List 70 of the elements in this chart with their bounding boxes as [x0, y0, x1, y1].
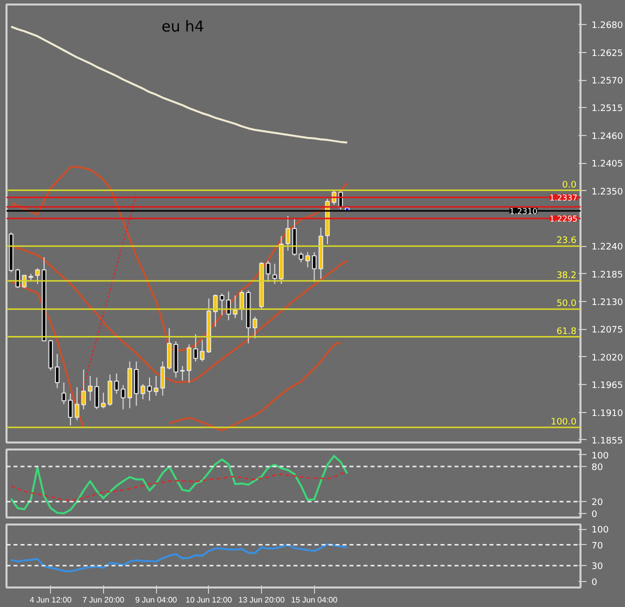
candlestick: [266, 260, 270, 282]
x-tick-label: 10 Jun 12:00: [186, 596, 232, 604]
annotation: 0.0: [562, 180, 577, 190]
y-tick-label: 1.1965: [592, 381, 623, 392]
candlestick: [186, 344, 192, 384]
annotation: 38.2: [556, 270, 577, 281]
y-tick-label: 100: [592, 451, 609, 462]
y-tick-label: 20: [592, 498, 604, 508]
x-tick-label: 4 Jun 12:00: [30, 596, 72, 604]
annotation: 61.8: [556, 326, 577, 337]
x-tick-label: 9 Jun 04:00: [135, 596, 178, 604]
candlestick: [81, 369, 86, 410]
candlestick: [252, 316, 258, 339]
y-tick-label: 1.2130: [592, 298, 624, 308]
candlestick: [220, 292, 224, 316]
candlestick: [62, 382, 66, 405]
y-tick-label: 0: [592, 578, 598, 588]
candlestick: [232, 294, 238, 319]
candlestick: [68, 393, 73, 426]
y-tick-label: 1.1910: [592, 408, 624, 419]
x-tick-label: 7 Jun 20:00: [82, 596, 125, 604]
candlestick: [74, 386, 80, 421]
candlestick: [286, 215, 290, 252]
candlestick: [140, 384, 146, 400]
candlestick: [305, 252, 310, 268]
candlestick: [193, 334, 198, 362]
y-tick-label: 80: [592, 463, 604, 473]
y-tick-label: 1.2240: [592, 242, 624, 253]
annotation: 50.0: [556, 299, 577, 310]
candlestick: [154, 376, 158, 396]
candlestick: [54, 353, 60, 389]
y-tick-label: 70: [592, 541, 604, 552]
candlestick: [120, 384, 126, 410]
y-tick-label: 1.2075: [592, 326, 623, 336]
ref-line-label: 1.2337: [550, 193, 578, 202]
y-tick-label: 1.2185: [592, 270, 623, 280]
candlestick: [272, 263, 278, 284]
y-tick-label: 1.1855: [592, 436, 623, 446]
candlestick: [35, 268, 40, 284]
text: eu h4: [161, 17, 204, 36]
candlestick: [101, 392, 106, 409]
line-series: [10, 454, 348, 514]
y-tick-label: 1.2020: [592, 353, 624, 364]
ref-line-label: 1.2295: [550, 214, 578, 224]
y-tick-label: 1.2460: [592, 132, 624, 142]
candlestick: [298, 252, 304, 263]
candlestick: [180, 365, 185, 382]
candlestick: [239, 290, 244, 321]
candlestick: [94, 377, 100, 410]
x-tick-label: 13 Jun 20:00: [238, 596, 286, 604]
candlestick: [88, 376, 93, 402]
candlestick: [312, 252, 317, 282]
y-tick-label: 30: [592, 562, 604, 572]
ref-line-label: 1.2310: [510, 206, 538, 216]
y-tick-label: 1.2570: [592, 76, 624, 87]
line-series: [10, 543, 348, 572]
y-tick-label: 1.2405: [592, 160, 623, 170]
x-tick-label: 15 Jun 04:00: [291, 596, 338, 604]
annotation: 23.6: [556, 236, 577, 246]
candlestick: [147, 377, 152, 402]
y-tick-label: 1.2680: [592, 21, 624, 32]
annotation: 100.0: [550, 417, 577, 428]
y-tick-label: 1.2515: [592, 104, 623, 114]
y-tick-label: 1.2350: [592, 187, 624, 198]
y-tick-label: 1.2625: [592, 48, 623, 59]
y-tick-label: 0: [592, 510, 598, 520]
y-tick-label: 100: [592, 526, 609, 536]
line-series: [10, 472, 348, 502]
candlestick: [200, 339, 205, 362]
candlestick: [160, 360, 165, 396]
